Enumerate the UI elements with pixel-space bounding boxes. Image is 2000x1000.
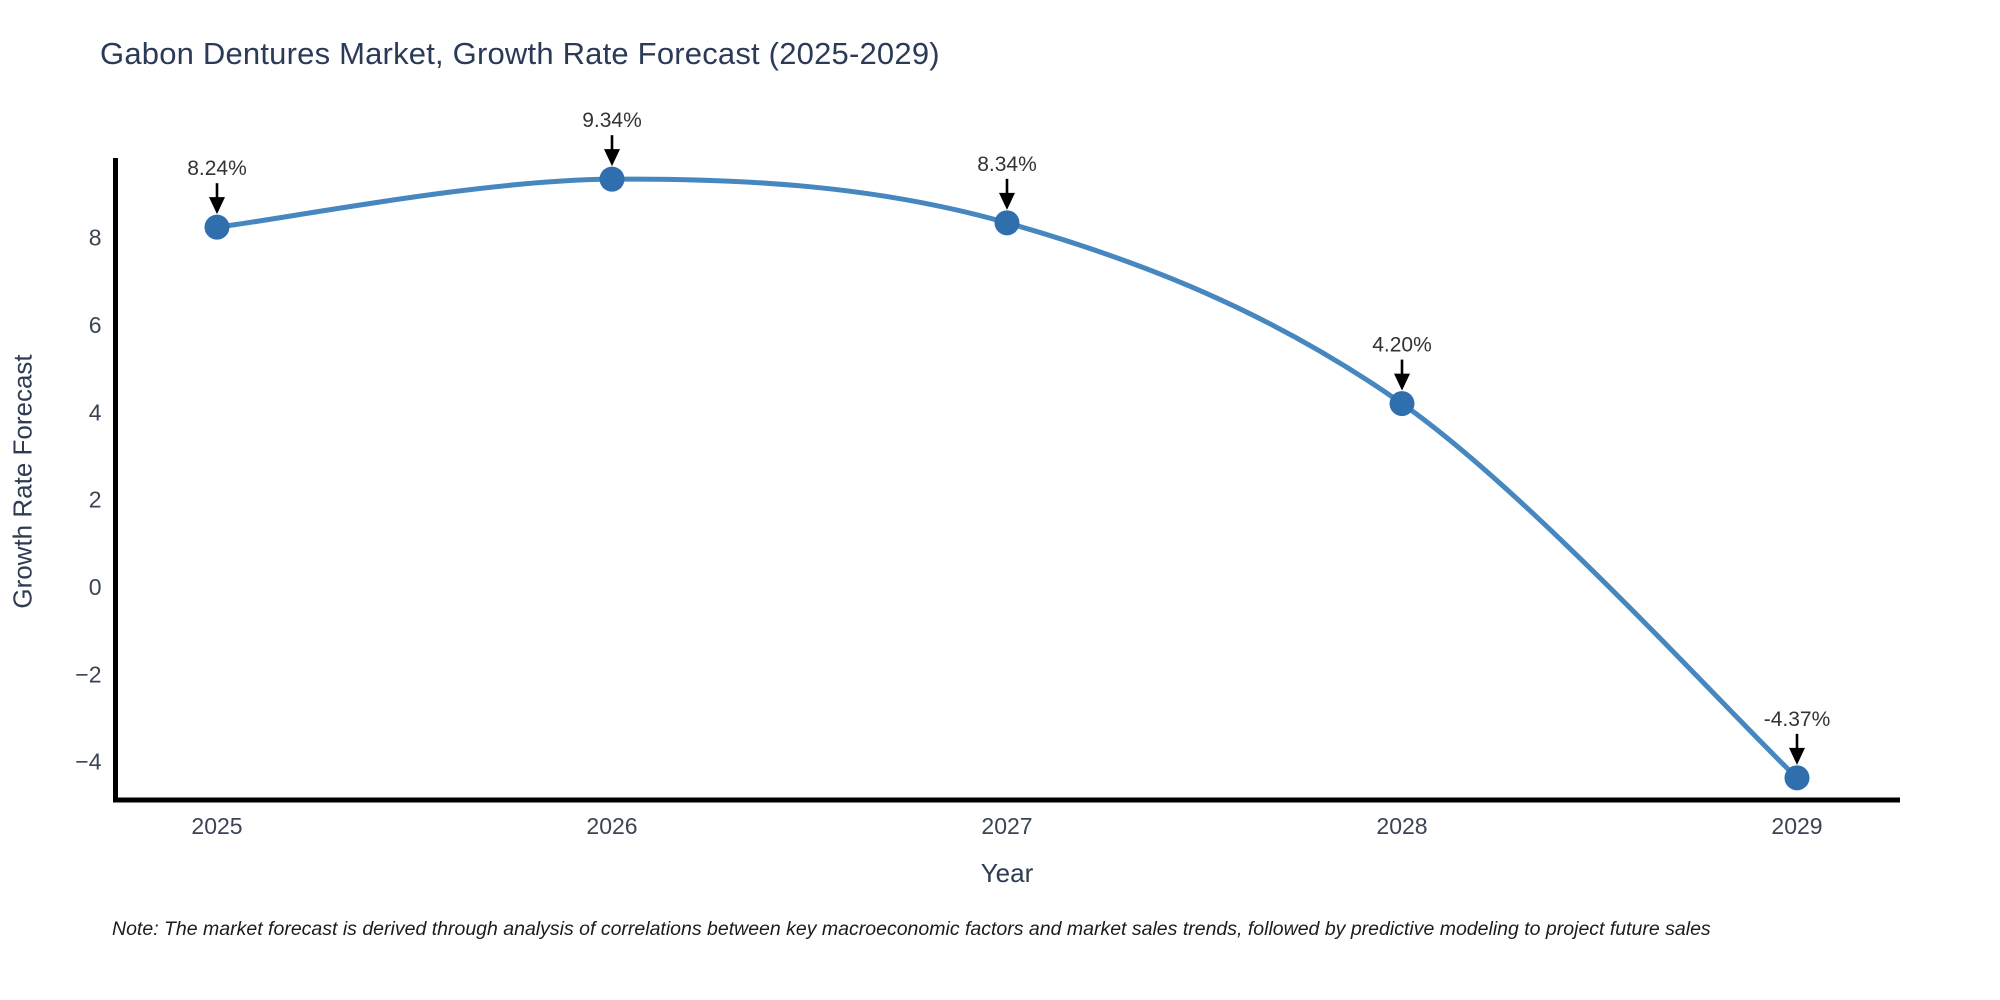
- annotation-arrow-head: [1789, 747, 1805, 765]
- y-tick-label: 0: [89, 574, 102, 600]
- chart-title: Gabon Dentures Market, Growth Rate Forec…: [100, 36, 940, 71]
- annotation-arrow-head: [209, 197, 225, 215]
- x-tick-label: 2028: [1376, 813, 1427, 839]
- y-tick-label: 4: [89, 399, 102, 425]
- y-tick-label: 2: [89, 487, 102, 513]
- data-point-marker: [204, 214, 230, 240]
- y-tick-label: −4: [75, 749, 101, 775]
- annotation-arrow-head: [999, 192, 1015, 210]
- x-tick-label: 2026: [586, 813, 637, 839]
- y-tick-label: 6: [89, 312, 102, 338]
- annotation-label: -4.37%: [1764, 708, 1831, 731]
- annotation-arrow-head: [604, 149, 620, 167]
- y-tick-label: −2: [75, 661, 101, 687]
- x-tick-label: 2029: [1771, 813, 1822, 839]
- data-point-marker: [1784, 765, 1810, 791]
- annotation-label: 8.34%: [977, 153, 1037, 176]
- data-point-marker: [599, 166, 625, 192]
- y-tick-label: 8: [89, 225, 102, 251]
- annotation-arrow-head: [1394, 373, 1410, 391]
- forecast-line: [214, 176, 1800, 781]
- chart-note: Note: The market forecast is derived thr…: [112, 918, 1711, 940]
- x-tick-label: 2025: [191, 813, 242, 839]
- annotation-label: 9.34%: [582, 109, 642, 132]
- x-axis-title: Year: [980, 858, 1034, 888]
- data-point-marker: [994, 210, 1020, 236]
- annotation-label: 8.24%: [187, 157, 247, 180]
- x-tick-label: 2027: [981, 813, 1032, 839]
- annotation-label: 4.20%: [1372, 334, 1432, 357]
- data-point-marker: [1389, 391, 1415, 417]
